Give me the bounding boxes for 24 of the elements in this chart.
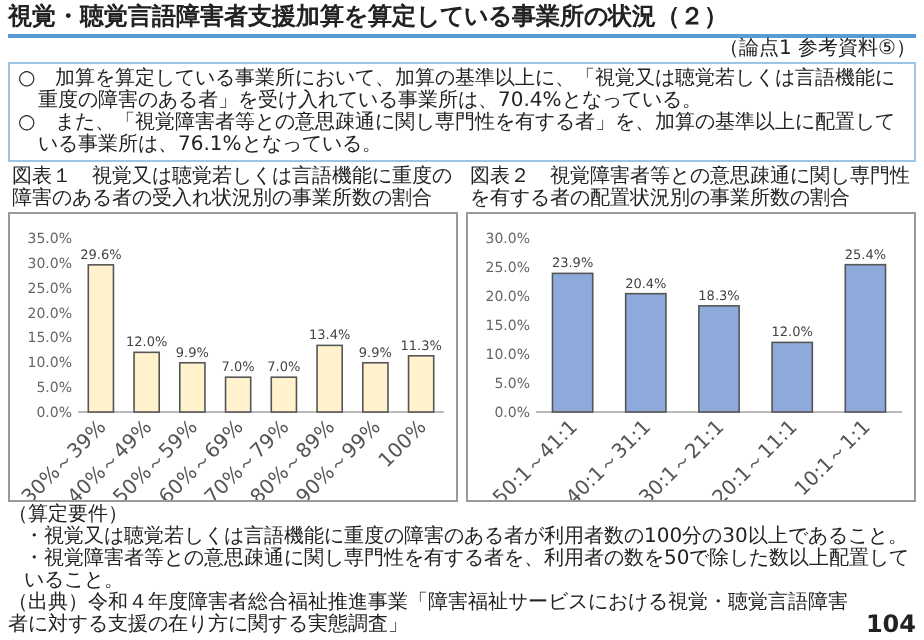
text: 視覚・聴覚言語障害者支援加算を算定している事業所の状況（２） (8, 2, 916, 38)
bar (224, 376, 252, 413)
bar (178, 361, 206, 413)
text: （論点1 参考資料⑤） (716, 38, 916, 62)
bar (407, 355, 435, 413)
bar (316, 344, 344, 413)
text: ○ 加算を算定している事業所において、加算の基準以上に、「視覚又は聴覚若しくは言語機能に重度の障害のある者」を受け入れている事業所は、70.4%となっている。 (18, 68, 898, 112)
bar (844, 263, 887, 413)
bar (270, 376, 298, 413)
text: （出典）令和４年度障害者総合福祉推進事業「障害福祉サービスにおける視覚・聴覚言語障害者に対する支援の在り方に関する実態調査」 (8, 592, 850, 636)
bar (551, 272, 594, 413)
bar (698, 305, 740, 413)
chart-title: 図表１ 視覚又は聴覚若しくは言語機能に重度の障害のある者の受入れ状況別の事業所数の割合 (10, 166, 454, 210)
chart-title: 図表２ 視覚障害者等との意思疎通に関し専門性を有する者の配置状況別の事業所数の割合 (468, 166, 912, 210)
bar (361, 361, 389, 413)
text: ○ また、「視覚障害者等との意思疎通に関し専門性を有する者」を、加算の基準以上に配置している事業所は、76.1%となっている。 (18, 112, 898, 156)
text: 104 (863, 610, 916, 638)
bar (771, 341, 814, 413)
bar (624, 292, 667, 413)
text: ・視覚障害者等との意思疎通に関し専門性を有する者を、利用者の数を50で除した数以上配置していること。 (22, 548, 912, 592)
bar (133, 351, 161, 413)
text: （算定要件） (8, 504, 128, 526)
bar (87, 264, 115, 413)
text: ・視覚又は聴覚若しくは言語機能に重度の障害のある者が利用者数の100分の30以上であること。 (22, 526, 910, 548)
